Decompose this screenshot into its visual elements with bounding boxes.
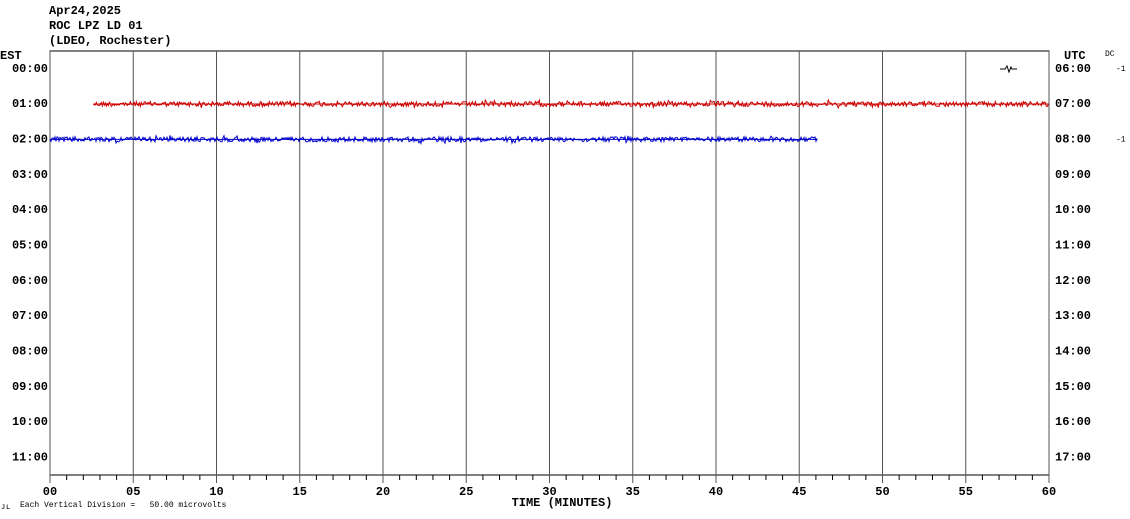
- x-tick-label: 15: [293, 485, 307, 499]
- x-tick-label: 50: [875, 485, 889, 499]
- x-tick-label: 60: [1042, 485, 1056, 499]
- y2-tick-label: 10:00: [1055, 203, 1091, 217]
- y-tick-label: 05:00: [12, 239, 48, 253]
- x-tick-label: 40: [709, 485, 723, 499]
- dc-offset: -1: [1116, 65, 1126, 74]
- x-tick-label: 45: [792, 485, 806, 499]
- y2-tick-label: 11:00: [1055, 239, 1091, 253]
- trace-wiggle: [49, 134, 818, 146]
- right-axis-label: UTC: [1064, 49, 1086, 63]
- footnote: Each Vertical Division = 50.00 microvolt…: [20, 501, 227, 510]
- y-tick-label: 03:00: [12, 168, 48, 182]
- y-tick-label: 02:00: [12, 133, 48, 147]
- title-line: (LDEO, Rochester): [49, 34, 171, 48]
- y2-tick-label: 15:00: [1055, 380, 1091, 394]
- y-tick-label: 04:00: [12, 203, 48, 217]
- y-tick-label: 06:00: [12, 274, 48, 288]
- y2-tick-label: 13:00: [1055, 309, 1091, 323]
- logo-mark: ᴊʟ: [1, 503, 11, 512]
- y-tick-label: 09:00: [12, 380, 48, 394]
- x-tick-label: 25: [459, 485, 473, 499]
- left-axis-label: EST: [0, 49, 22, 63]
- y2-tick-label: 16:00: [1055, 415, 1091, 429]
- y2-tick-label: 09:00: [1055, 168, 1091, 182]
- trace-wiggle: [93, 98, 1049, 110]
- dc-offset: -1: [1116, 135, 1126, 144]
- y-tick-label: 07:00: [12, 309, 48, 323]
- x-axis-label: TIME (MINUTES): [512, 496, 613, 510]
- y2-tick-label: 14:00: [1055, 345, 1091, 359]
- title-line: ROC LPZ LD 01: [49, 19, 143, 33]
- y-tick-label: 08:00: [12, 345, 48, 359]
- x-tick-label: 20: [376, 485, 390, 499]
- x-tick-label: 10: [209, 485, 223, 499]
- title-line: Apr24,2025: [49, 4, 121, 18]
- y2-tick-label: 07:00: [1055, 97, 1091, 111]
- dc-label: DC: [1105, 50, 1115, 59]
- y-tick-label: 00:00: [12, 62, 48, 76]
- y2-tick-label: 06:00: [1055, 62, 1091, 76]
- y-tick-label: 01:00: [12, 97, 48, 111]
- x-tick-label: 05: [126, 485, 140, 499]
- y2-tick-label: 08:00: [1055, 133, 1091, 147]
- x-tick-label: 30: [542, 485, 556, 499]
- y-tick-label: 10:00: [12, 415, 48, 429]
- y2-tick-label: 12:00: [1055, 274, 1091, 288]
- x-tick-label: 55: [959, 485, 973, 499]
- y2-tick-label: 17:00: [1055, 451, 1091, 465]
- scale-symbol: [1000, 64, 1017, 74]
- y-tick-label: 11:00: [12, 451, 48, 465]
- x-tick-label: 35: [626, 485, 640, 499]
- x-tick-label: 00: [43, 485, 57, 499]
